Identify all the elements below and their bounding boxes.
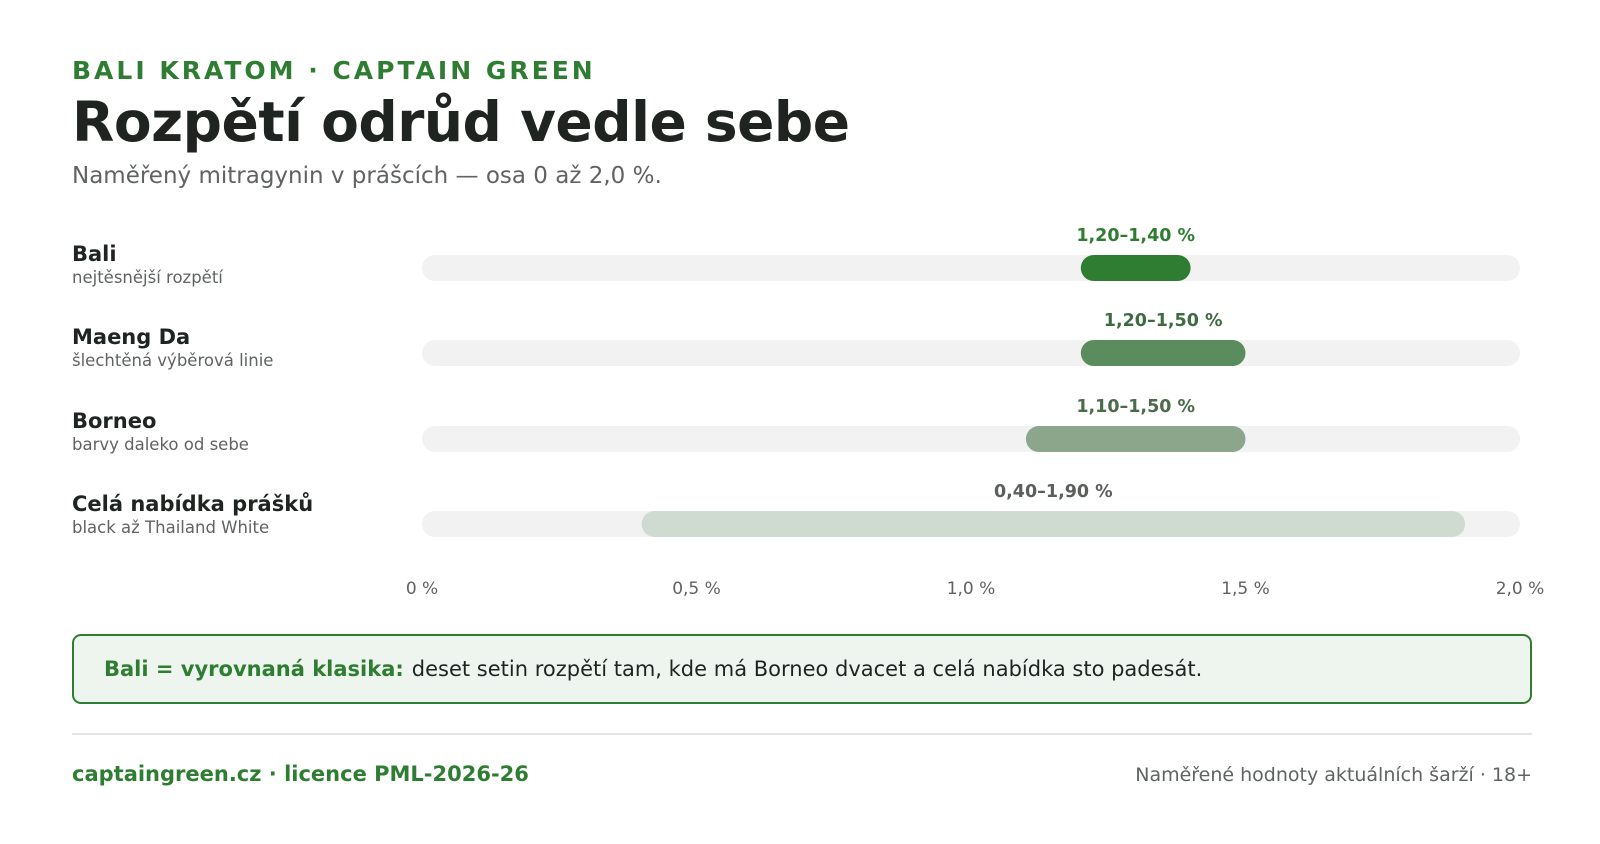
x-tick-label: 2,0 % bbox=[1496, 579, 1545, 599]
range-chart: 1,20–1,40 % 1,20–1,50 % 1,10–1,50 % 0,40–1,… bbox=[406, 226, 1545, 599]
range-value-label: 1,20–1,50 % bbox=[1104, 311, 1223, 331]
range-bar bbox=[1025, 426, 1246, 452]
range-track bbox=[422, 255, 1520, 281]
row-label-borneo: Borneo barvy daleko od sebe bbox=[72, 408, 249, 456]
row-label-bali: Bali nejtěsnější rozpětí bbox=[72, 241, 223, 289]
x-tick-label: 0,5 % bbox=[672, 579, 721, 599]
row-label-cela-nabidka: Celá nabídka prášků black až Thailand Wh… bbox=[72, 491, 313, 539]
footer-brand: captaingreen.cz · licence PML-2026-26 bbox=[72, 762, 529, 786]
range-bar bbox=[1080, 255, 1191, 281]
note-highlight: Bali = vyrovnaná klasika: bbox=[104, 657, 404, 681]
row-description: black až Thailand White bbox=[72, 518, 270, 537]
row-name: Maeng Da bbox=[72, 325, 191, 349]
range-track bbox=[422, 340, 1520, 366]
row-name: Bali bbox=[72, 242, 117, 266]
page-title: Rozpětí odrůd vedle sebe bbox=[72, 90, 850, 154]
note-text: deset setin rozpětí tam, kde má Borneo d… bbox=[411, 657, 1203, 681]
x-tick-label: 0 % bbox=[406, 579, 438, 599]
page-subtitle: Naměřený mitragynin v prášcích — osa 0 a… bbox=[72, 163, 662, 189]
row-label-maeng-da: Maeng Da šlechtěná výběrová linie bbox=[72, 324, 273, 372]
footer-divider bbox=[72, 733, 1532, 735]
kicker: BALI KRATOM · CAPTAIN GREEN bbox=[72, 56, 596, 85]
x-tick-label: 1,0 % bbox=[947, 579, 996, 599]
range-value-label: 0,40–1,90 % bbox=[994, 482, 1113, 502]
range-bar bbox=[1080, 340, 1246, 366]
row-description: šlechtěná výběrová linie bbox=[72, 351, 274, 370]
range-bar bbox=[641, 511, 1466, 537]
range-value-label: 1,20–1,40 % bbox=[1076, 226, 1195, 246]
range-value-label: 1,10–1,50 % bbox=[1076, 397, 1195, 417]
x-tick-label: 1,5 % bbox=[1221, 579, 1270, 599]
footer-disclaimer: Naměřené hodnoty aktuálních šarží · 18+ bbox=[1135, 764, 1532, 786]
range-track bbox=[422, 426, 1520, 452]
row-description: barvy daleko od sebe bbox=[72, 435, 249, 454]
summary-note: Bali = vyrovnaná klasika: deset setin ro… bbox=[72, 634, 1532, 704]
row-name: Celá nabídka prášků bbox=[72, 492, 314, 516]
row-description: nejtěsnější rozpětí bbox=[72, 268, 223, 287]
row-name: Borneo bbox=[72, 409, 157, 433]
